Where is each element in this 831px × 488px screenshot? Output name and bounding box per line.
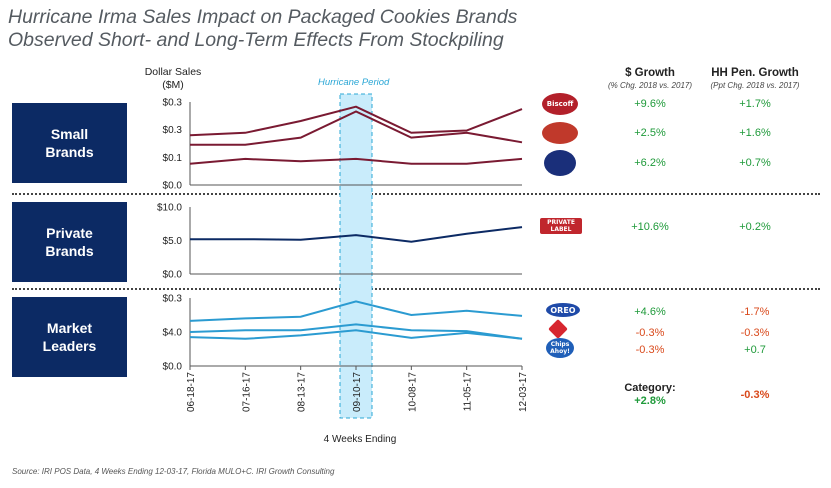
x-tick-label: 06-18-17 (186, 372, 197, 412)
x-axis-title: 4 Weeks Ending (323, 434, 397, 445)
x-tick-label: 09-10-17 (352, 372, 363, 412)
y-tick-label: $5.0 (163, 236, 183, 247)
segment-small-brands: Small Brands (12, 103, 127, 183)
hh-value: +1.6% (739, 127, 771, 139)
hurricane-period-label: Hurricane Period (318, 77, 390, 88)
private-label-icon: PRIVATE LABEL (540, 218, 582, 234)
hh-value: +0.7 (744, 344, 766, 356)
y-tick-label: $0.1 (163, 153, 183, 164)
x-tick-label: 12-03-17 (518, 372, 529, 412)
segment-market-leaders: Market Leaders (12, 297, 127, 377)
category-label: Category: (624, 382, 676, 394)
y-tick-label: $0.3 (163, 125, 183, 136)
brand-logo-icon (542, 122, 578, 144)
hh-value: +1.7% (739, 98, 771, 110)
y-tick-label: $4.0 (163, 328, 183, 339)
x-tick-label: 11-05-17 (463, 372, 474, 412)
segment-private-brands: Private Brands (12, 202, 127, 282)
y-tick-label: $0.3 (163, 98, 183, 109)
separator-2 (12, 288, 820, 290)
hh-value: +0.2% (739, 221, 771, 233)
y-tick-label: $0.0 (163, 362, 183, 373)
x-tick-label: 10-08-17 (407, 372, 418, 412)
y-axis-label: Dollar Sales ($M) (144, 66, 202, 91)
growth-value: +2.5% (634, 127, 666, 139)
hh-value: -1.7% (740, 306, 770, 318)
y-tick-label: $0.0 (163, 181, 183, 192)
growth-value: +10.6% (631, 221, 669, 233)
category-growth-value: +2.8% (634, 395, 666, 407)
oreo-icon: OREO (546, 303, 580, 317)
biscoff-icon: Biscoff (542, 93, 578, 115)
x-tick-label: 07-16-17 (241, 372, 252, 412)
growth-value: -0.3% (635, 344, 665, 356)
hh-value: -0.3% (740, 327, 770, 339)
hh-header: HH Pen. Growth (711, 67, 799, 79)
chips-ahoy-icon: Chips Ahoy! (546, 338, 574, 358)
growth-value: -0.3% (635, 327, 665, 339)
separator-1 (12, 193, 820, 195)
growth-value: +9.6% (634, 98, 666, 110)
source-note: Source: IRI POS Data, 4 Weeks Ending 12-… (12, 467, 335, 476)
title-line-1: Hurricane Irma Sales Impact on Packaged … (8, 6, 518, 28)
x-tick-label: 08-13-17 (297, 372, 308, 412)
hh-value: +0.7% (739, 157, 771, 169)
y-tick-label: $10.0 (157, 203, 182, 214)
growth-subheader: (% Chg. 2018 vs. 2017) (607, 81, 693, 90)
title-line-2: Observed Short- and Long-Term Effects Fr… (8, 29, 504, 51)
growth-header: $ Growth (625, 67, 675, 79)
y-tick-label: $0.0 (163, 270, 183, 281)
y-tick-label: $0.3 (163, 294, 183, 305)
hurricane-period-band (339, 93, 373, 419)
growth-value: +4.6% (634, 306, 666, 318)
hh-subheader: (Ppt Chg. 2018 vs. 2017) (710, 81, 800, 90)
cookie-brand-icon (544, 150, 576, 176)
growth-value: +6.2% (634, 157, 666, 169)
category-hh-value: -0.3% (740, 389, 770, 401)
